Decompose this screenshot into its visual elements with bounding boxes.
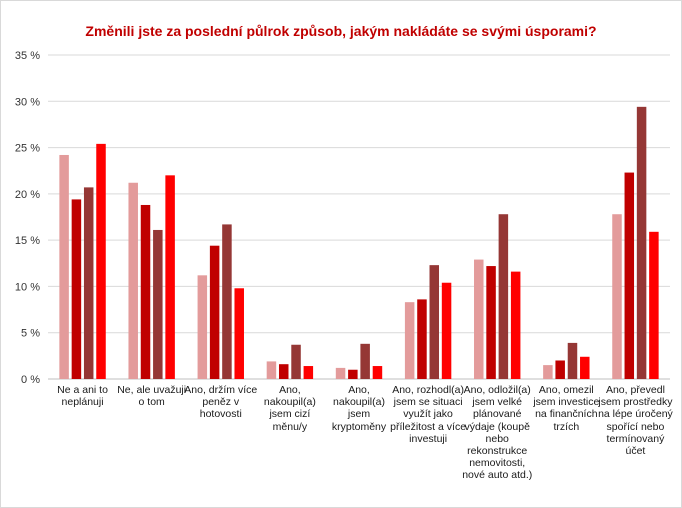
x-tick-label: Ne, ale uvažuji o tom [117, 384, 187, 409]
bar [580, 356, 590, 379]
bar [71, 199, 82, 379]
x-tick-label: Ne a ani to neplánuji [57, 384, 108, 409]
bar [128, 182, 138, 379]
bar [612, 214, 622, 379]
bar [209, 245, 220, 379]
bar [335, 367, 346, 379]
y-tick-label: 25 % [15, 143, 40, 155]
bar [404, 302, 415, 379]
y-tick-label: 5 % [21, 328, 40, 340]
bar [222, 224, 232, 379]
bar [234, 288, 244, 379]
y-tick-label: 30 % [15, 96, 40, 108]
bar [543, 365, 553, 379]
x-tick-label: Ano, odložil(a) jsem velké plánované výd… [462, 384, 533, 482]
bar [140, 204, 151, 379]
bar [417, 299, 427, 379]
x-tick-label: Ano, nakoupil(a) jsem kryptoměny [331, 384, 387, 433]
bar [486, 266, 496, 379]
bar [59, 154, 69, 379]
bar [372, 366, 383, 379]
bar [498, 214, 509, 379]
bar [429, 265, 440, 379]
x-tick-label: Ano, držím více peněz v hotovosti [184, 384, 258, 421]
bar [266, 361, 277, 379]
bar [474, 259, 484, 379]
bar [636, 106, 647, 379]
bar [96, 143, 106, 379]
bar [510, 271, 521, 379]
y-tick-label: 0 % [21, 374, 40, 386]
bar [303, 366, 314, 379]
bar [278, 364, 289, 379]
y-tick-label: 15 % [15, 235, 40, 247]
x-tick-label: Ano, převedl jsem prostředky na lépe úro… [598, 384, 673, 458]
bar [197, 275, 208, 379]
x-tick-label: Ano, nakoupil(a) jsem cizí měnu/y [263, 384, 316, 433]
bar [624, 172, 635, 379]
bar [649, 231, 659, 379]
bar [555, 360, 565, 379]
bar [165, 175, 175, 379]
bar [567, 342, 578, 379]
bar [348, 369, 358, 379]
x-tick-label: Ano, rozhodl(a) jsem se situaci využít j… [390, 384, 467, 445]
y-tick-label: 10 % [15, 281, 40, 293]
bar [83, 187, 94, 379]
chart-title: Změnili jste za poslední půlrok způsob, … [85, 23, 597, 39]
y-tick-label: 35 % [15, 50, 40, 62]
bar [441, 282, 452, 379]
bar [291, 344, 301, 379]
y-tick-label: 20 % [15, 189, 40, 201]
bar [360, 343, 370, 379]
x-tick-label: Ano, omezil jsem investice na finančních… [533, 384, 600, 433]
bar [153, 229, 163, 379]
